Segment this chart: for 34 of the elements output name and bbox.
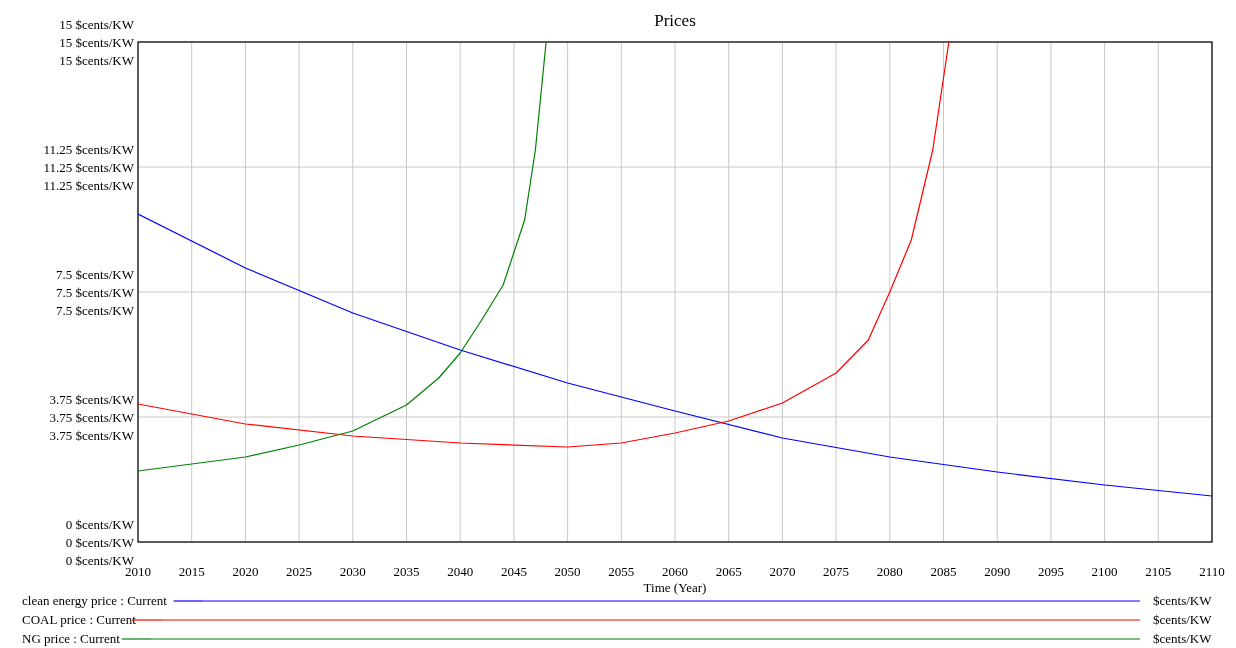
x-tick-label: 2100	[1091, 564, 1118, 579]
x-tick-label: 2080	[876, 564, 903, 579]
x-tick-label: 2075	[823, 564, 850, 579]
x-tick-label: 2060	[662, 564, 688, 579]
y-tick-label: 0 $cents/KW	[65, 534, 135, 550]
y-tick-label: 15 $cents/KW	[59, 34, 135, 50]
x-tick-label: 2110	[1199, 564, 1225, 579]
x-tick-label: 2025	[286, 564, 313, 579]
x-tick-label: 2050	[554, 564, 581, 579]
x-tick-label: 2065	[715, 564, 742, 579]
x-tick-label: 2015	[178, 564, 205, 579]
x-tick-label: 2040	[447, 564, 474, 579]
x-tick-label: 2055	[608, 564, 635, 579]
y-tick-label: 3.75 $cents/KW	[49, 409, 135, 425]
x-tick-label: 2020	[232, 564, 259, 579]
x-tick-label: 2070	[769, 564, 796, 579]
chart-title: Prices	[654, 11, 696, 30]
x-tick-label: 2105	[1145, 564, 1172, 579]
legend-label: COAL price : Current	[22, 612, 137, 627]
x-tick-label: 2035	[393, 564, 420, 579]
x-axis-title: Time (Year)	[643, 580, 707, 595]
x-tick-label: 2045	[500, 564, 527, 579]
x-tick-label: 2085	[930, 564, 957, 579]
text: $cents/KW	[1153, 593, 1213, 608]
x-tick-label: 2090	[984, 564, 1011, 579]
y-tick-label: 11.25 $cents/KW	[43, 159, 135, 175]
x-tick-label: 2030	[339, 564, 366, 579]
x-tick-label: 2010	[125, 564, 151, 579]
legend-label: clean energy price : Current	[22, 593, 168, 608]
text: $cents/KW	[1153, 612, 1213, 627]
x-tick-label: 2095	[1037, 564, 1064, 579]
y-tick-label: 7.5 $cents/KW	[56, 284, 135, 300]
legend-label: NG price : Current	[22, 631, 121, 646]
text: $cents/KW	[1153, 631, 1213, 646]
